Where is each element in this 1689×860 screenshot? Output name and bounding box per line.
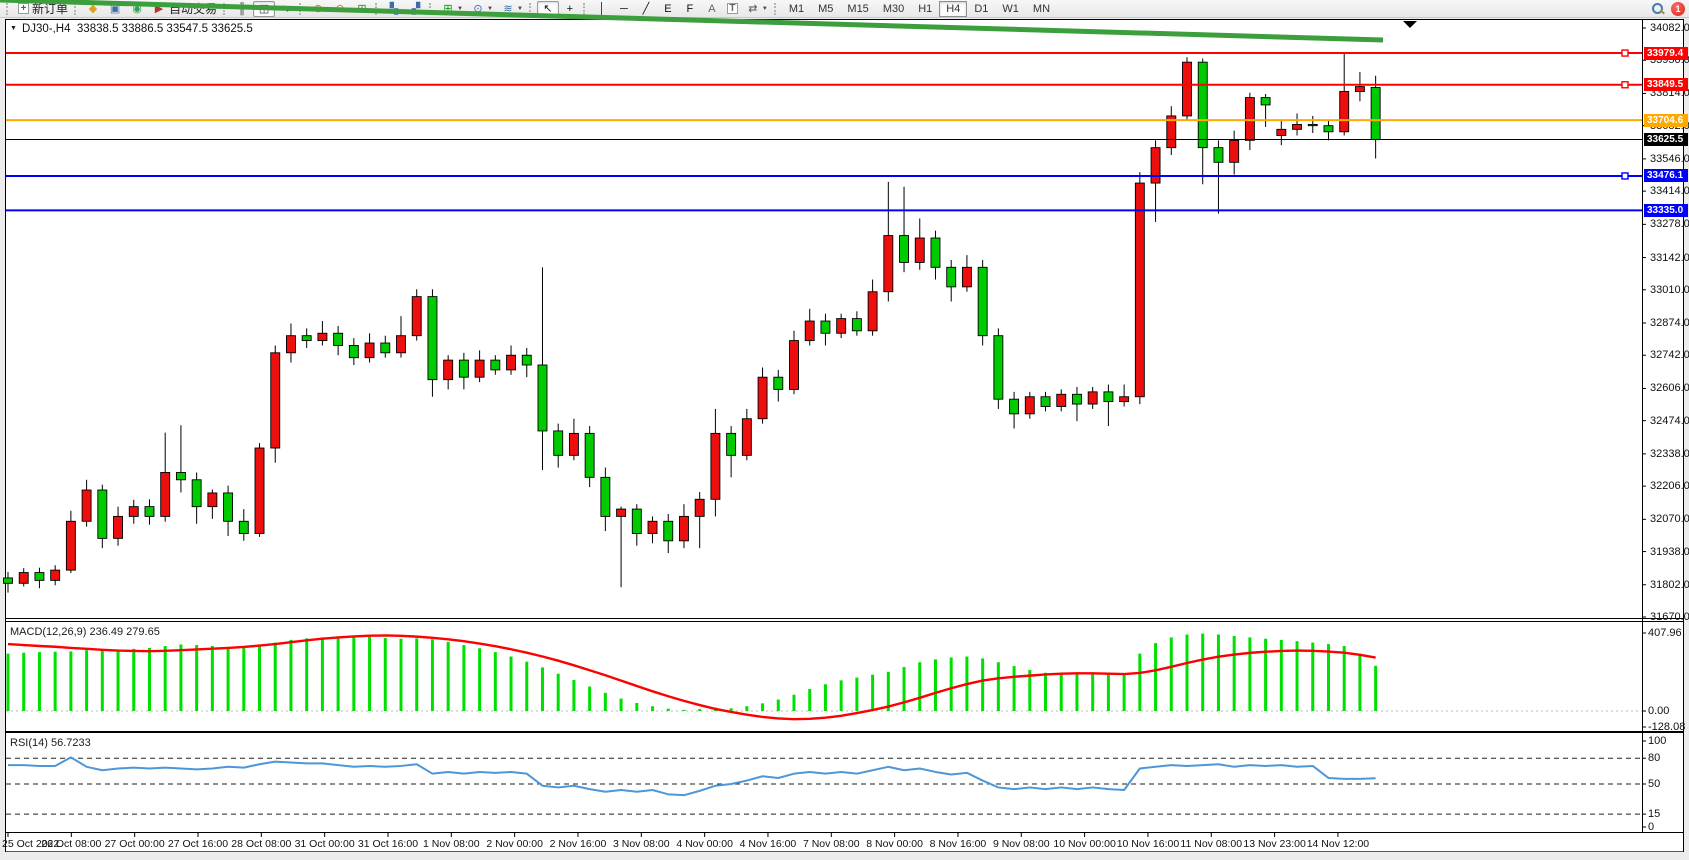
- new-order-button-label: 新订单: [32, 2, 69, 16]
- template-icon: ≋: [503, 2, 513, 15]
- market-watch-icon: ◆: [88, 2, 98, 15]
- data-window-icon: ▣: [109, 2, 121, 15]
- new-order-button[interactable]: + 新订单: [14, 1, 72, 17]
- toolbar-separator: [528, 2, 533, 15]
- navigator-icon: ◉: [132, 2, 142, 15]
- timeframe-button-m15[interactable]: M15: [847, 2, 869, 15]
- market-watch-button[interactable]: ◆: [82, 1, 104, 17]
- candles-layer: [3, 51, 1381, 593]
- panel-borders: [5, 19, 1684, 852]
- new-chart-icon: ⊞: [443, 2, 453, 15]
- equidistant-channel-tool[interactable]: E: [657, 1, 679, 17]
- arrows-tool[interactable]: ⇄ ▼: [742, 1, 772, 17]
- chevron-down-icon: ▼: [457, 5, 463, 12]
- toolbar-separator: [429, 2, 433, 15]
- fibonacci-tool[interactable]: F: [679, 1, 701, 17]
- chevron-down-icon: ▼: [516, 5, 523, 12]
- arrows-icon: ⇄: [748, 2, 758, 15]
- toolbar-separator: [74, 2, 78, 15]
- toolbar-separator: [773, 2, 778, 15]
- period-icon: ⊙: [473, 2, 483, 15]
- new-order-icon: +: [18, 3, 29, 14]
- timeframe-button-h1[interactable]: H1: [918, 2, 933, 15]
- auto-arrange-icon: ▚: [389, 2, 399, 15]
- crosshair-icon: +: [566, 2, 574, 15]
- text-tool[interactable]: A: [701, 1, 723, 17]
- chart-window: [5, 19, 1684, 852]
- timeframe-button-d1[interactable]: D1: [974, 2, 989, 15]
- rsi-line: [8, 756, 1376, 797]
- notification-icon[interactable]: 1: [1671, 1, 1685, 16]
- text-icon: A: [708, 2, 716, 15]
- search-icon[interactable]: [1651, 2, 1665, 16]
- horizontal-line-icon: ─: [619, 2, 628, 15]
- navigator-button[interactable]: ◉: [126, 1, 148, 17]
- cascade-icon: ▞: [411, 2, 421, 15]
- trendline-icon: ╱: [642, 2, 650, 15]
- timeframe-button-m1[interactable]: M1: [788, 2, 805, 15]
- period-button[interactable]: ⊙ ▼: [467, 1, 497, 17]
- label-tool[interactable]: T: [723, 1, 742, 17]
- auto-arrange-button[interactable]: ▚: [383, 1, 405, 17]
- timeframe-button-m30[interactable]: M30: [882, 2, 905, 15]
- timeframe-button-h4[interactable]: H4: [939, 0, 968, 17]
- timeframe-button-mn[interactable]: MN: [1032, 2, 1051, 15]
- toolbar-separator: [6, 2, 10, 15]
- equidistant-channel-icon: E: [664, 2, 672, 15]
- horizontal-line-tool[interactable]: ─: [613, 1, 635, 17]
- vertical-line-tool[interactable]: │: [591, 1, 613, 17]
- timeframe-button-m5[interactable]: M5: [818, 2, 834, 15]
- crosshair-tool-button[interactable]: +: [559, 1, 581, 17]
- label-icon: T: [726, 3, 738, 14]
- data-window-button[interactable]: ▣: [104, 1, 126, 17]
- vertical-line-icon: │: [598, 2, 606, 15]
- fibonacci-icon: F: [686, 2, 694, 15]
- macd-histogram: [6, 633, 1378, 711]
- template-button[interactable]: ≋ ▼: [497, 1, 527, 17]
- trendline-tool[interactable]: ╱: [635, 1, 657, 17]
- chart-shift-marker[interactable]: [1403, 21, 1417, 28]
- hline-33476.1[interactable]: [6, 172, 1642, 180]
- cascade-button[interactable]: ▞: [405, 1, 427, 17]
- hline-33849.5[interactable]: [6, 81, 1642, 89]
- timeframe-button-w1[interactable]: W1: [1002, 2, 1019, 15]
- autotrade-icon: ▶: [154, 2, 164, 15]
- chevron-down-icon: ▼: [761, 5, 768, 12]
- toolbar-separator: [582, 2, 587, 15]
- macd-signal-line: [7, 634, 1376, 721]
- arrow-annotation[interactable]: [0, 0, 1443, 108]
- hline-33979.4[interactable]: [6, 49, 1642, 57]
- new-chart-button[interactable]: ⊞ ▼: [437, 1, 467, 17]
- cursor-icon: ↖: [543, 2, 553, 15]
- chevron-down-icon: ▼: [486, 5, 493, 12]
